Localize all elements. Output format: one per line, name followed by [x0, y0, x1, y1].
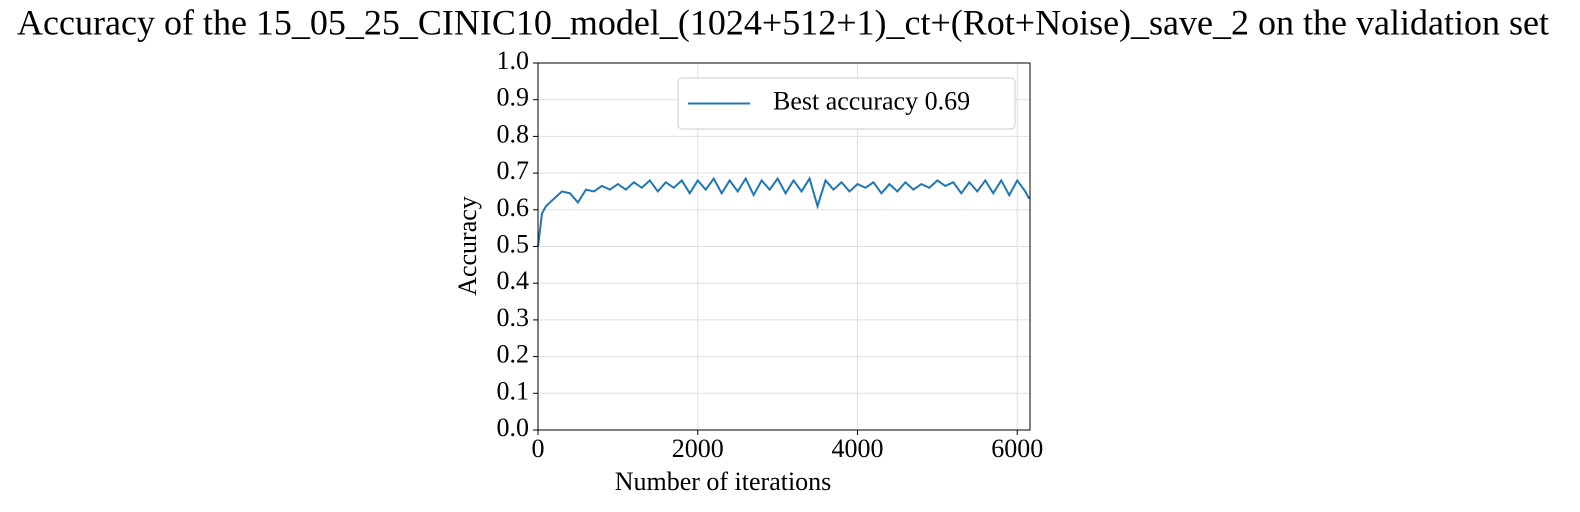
chart-title: Accuracy of the 15_05_25_CINIC10_model_(…: [17, 2, 1549, 42]
legend-box: [677, 77, 1016, 130]
plot-frame: [537, 62, 1031, 431]
x-tick-label: 0: [532, 434, 545, 463]
x-tick-label: 6000: [991, 434, 1043, 463]
x-tick-label: 4000: [831, 434, 883, 463]
y-tick-label: 0.4: [497, 266, 530, 295]
y-tick-label: 0.3: [497, 303, 530, 332]
y-tick-label: 0.8: [497, 119, 530, 148]
x-axis-label: Number of iterations: [615, 467, 832, 496]
y-axis-label: Accuracy: [453, 196, 482, 296]
y-tick-label: 0.0: [497, 413, 530, 442]
y-tick-label: 0.2: [497, 340, 530, 369]
y-tick-label: 0.7: [497, 156, 530, 185]
y-tick-label: 0.1: [497, 376, 530, 405]
y-tick-label: 1.0: [497, 46, 530, 75]
data-line: [537, 176, 1031, 247]
x-tick-label: 2000: [672, 434, 724, 463]
y-tick-label: 0.6: [497, 193, 530, 222]
legend-label: Best accuracy 0.69: [773, 86, 970, 115]
y-tick-label: 0.5: [497, 229, 530, 258]
y-tick-label: 0.9: [497, 83, 530, 112]
